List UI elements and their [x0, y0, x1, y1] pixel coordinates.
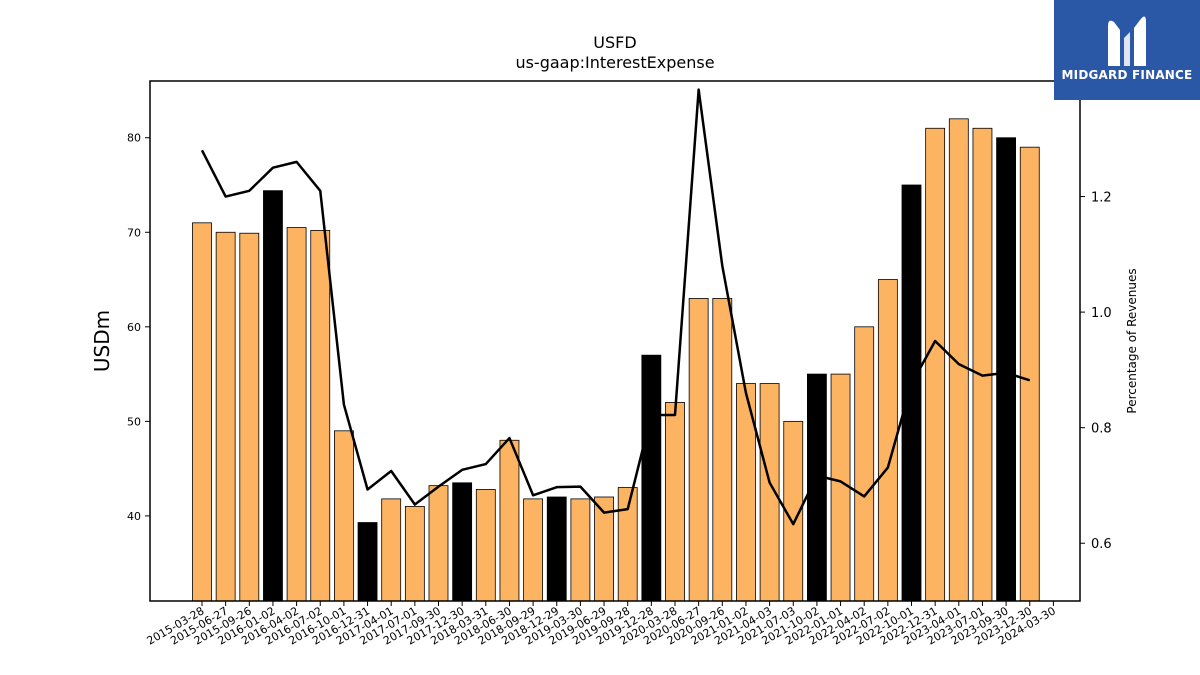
bar [996, 137, 1016, 602]
bar [475, 489, 496, 602]
chart-title: USFD [593, 33, 636, 52]
line-layer [200, 88, 1031, 526]
bar [901, 184, 922, 602]
bar [523, 498, 543, 602]
y2-axis-label: Percentage of Revenues [1125, 268, 1139, 413]
chart-subtitle: us-gaap:InterestExpense [515, 53, 714, 72]
bar [830, 373, 851, 602]
bar [854, 326, 875, 602]
bar [641, 354, 662, 602]
bar [688, 298, 709, 602]
bar [333, 430, 354, 602]
bar [215, 231, 236, 602]
right-axis: 0.6 0.8 1.0 1.2 [1080, 191, 1112, 552]
y2-tick-label: 0.8 [1091, 422, 1112, 437]
percentage-of-revenues-line [200, 88, 1031, 526]
bar [570, 498, 591, 602]
logo-text: MIDGARD FINANCE [1061, 68, 1193, 82]
bars-layer [192, 118, 1040, 602]
y-tick-label: 50 [127, 415, 141, 428]
y-tick-label: 70 [127, 226, 141, 239]
bar [310, 229, 331, 602]
bar [948, 118, 969, 602]
midgard-logo-icon [1108, 16, 1146, 67]
y-axis-label: USDm [90, 310, 114, 372]
plot-frame [149, 80, 1081, 602]
bar [404, 506, 425, 602]
y2-tick-label: 1.0 [1091, 306, 1112, 321]
y2-tick-label: 1.2 [1091, 191, 1112, 206]
bar [428, 485, 449, 602]
bar [1019, 146, 1040, 602]
bar [546, 496, 567, 602]
bar [381, 498, 402, 602]
bar [263, 190, 283, 602]
y2-tick-label: 0.6 [1091, 537, 1112, 552]
y-tick-label: 80 [127, 132, 141, 145]
x-axis: 2015-03-282015-06-272015-09-262016-01-02… [145, 601, 1058, 648]
bar [665, 402, 685, 602]
bar [972, 127, 993, 602]
midgard-finance-logo: MIDGARD FINANCE [1054, 0, 1200, 100]
left-axis: 40 50 60 70 80 [127, 132, 150, 523]
y-tick-label: 60 [127, 321, 141, 334]
bar [357, 522, 378, 602]
bar [499, 439, 520, 602]
bar [712, 298, 733, 602]
bar [192, 222, 212, 602]
bar [452, 482, 473, 602]
bar [286, 227, 307, 602]
bar [925, 127, 946, 602]
y-tick-label: 40 [127, 510, 141, 523]
bar [239, 232, 260, 602]
